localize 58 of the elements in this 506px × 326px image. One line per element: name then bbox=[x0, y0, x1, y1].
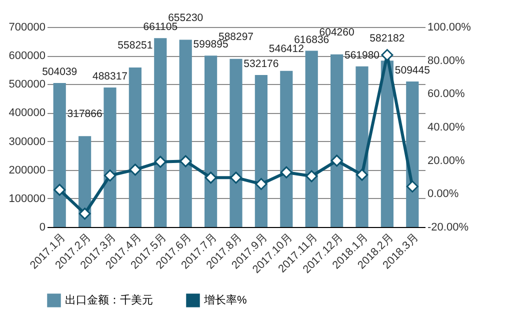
y-tick-label: 700000 bbox=[8, 22, 46, 34]
point bbox=[104, 170, 116, 182]
point bbox=[54, 184, 66, 196]
y-tick-label: 400000 bbox=[8, 107, 46, 120]
bar bbox=[356, 66, 368, 227]
point bbox=[129, 164, 142, 176]
data-label: 488317 bbox=[92, 70, 128, 82]
y-tick-label: 100000 bbox=[8, 192, 46, 205]
y2-tick-label: 0.00% bbox=[428, 188, 459, 200]
point bbox=[280, 166, 292, 178]
bar bbox=[230, 58, 242, 227]
bar bbox=[254, 74, 268, 227]
point bbox=[406, 180, 418, 192]
y-tick-label: 500000 bbox=[8, 78, 46, 91]
y-tick-label: 0 bbox=[39, 222, 46, 234]
point bbox=[180, 155, 192, 168]
bar bbox=[128, 68, 142, 227]
data-label: 504039 bbox=[42, 66, 78, 78]
data-label: 546412 bbox=[268, 42, 304, 55]
point bbox=[330, 154, 343, 167]
data-label: 317866 bbox=[67, 108, 102, 120]
bar bbox=[204, 56, 218, 227]
bar bbox=[406, 81, 419, 227]
point bbox=[356, 168, 368, 181]
y2-tick-label: 20.00% bbox=[428, 154, 466, 167]
y2-tick-label: 100.00% bbox=[428, 22, 472, 34]
bar bbox=[280, 70, 293, 227]
y-tick-label: 200000 bbox=[8, 164, 46, 176]
bar bbox=[179, 40, 192, 227]
y-tick-label: 300000 bbox=[8, 136, 46, 148]
point bbox=[204, 172, 217, 184]
data-label: 655230 bbox=[168, 12, 204, 24]
data-label: 561980 bbox=[344, 49, 380, 62]
point bbox=[381, 49, 394, 61]
bar bbox=[78, 136, 92, 227]
point bbox=[306, 170, 318, 182]
bar bbox=[305, 50, 318, 227]
legend-label: 出口金额：千美元 bbox=[65, 293, 153, 306]
bar bbox=[104, 87, 116, 227]
bar bbox=[53, 82, 66, 227]
y2-tick-label: -20.00% bbox=[428, 222, 469, 234]
y2-tick-label: 80.00% bbox=[428, 54, 466, 67]
data-label: 582182 bbox=[370, 32, 405, 45]
point bbox=[230, 172, 242, 184]
point bbox=[255, 178, 268, 190]
data-label: 509445 bbox=[394, 64, 430, 76]
bar bbox=[330, 54, 344, 227]
y2-tick-label: 40.00% bbox=[428, 122, 466, 134]
bar bbox=[154, 38, 167, 227]
point bbox=[154, 156, 166, 168]
bar bbox=[380, 60, 394, 227]
data-label: 558251 bbox=[118, 40, 153, 52]
y2-tick-label: 60.00% bbox=[428, 88, 466, 100]
point bbox=[78, 208, 91, 220]
data-label: 532176 bbox=[244, 58, 279, 70]
y-tick-label: 600000 bbox=[8, 50, 46, 62]
legend-label: 增长率% bbox=[203, 293, 247, 306]
data-label: 661105 bbox=[143, 21, 178, 34]
